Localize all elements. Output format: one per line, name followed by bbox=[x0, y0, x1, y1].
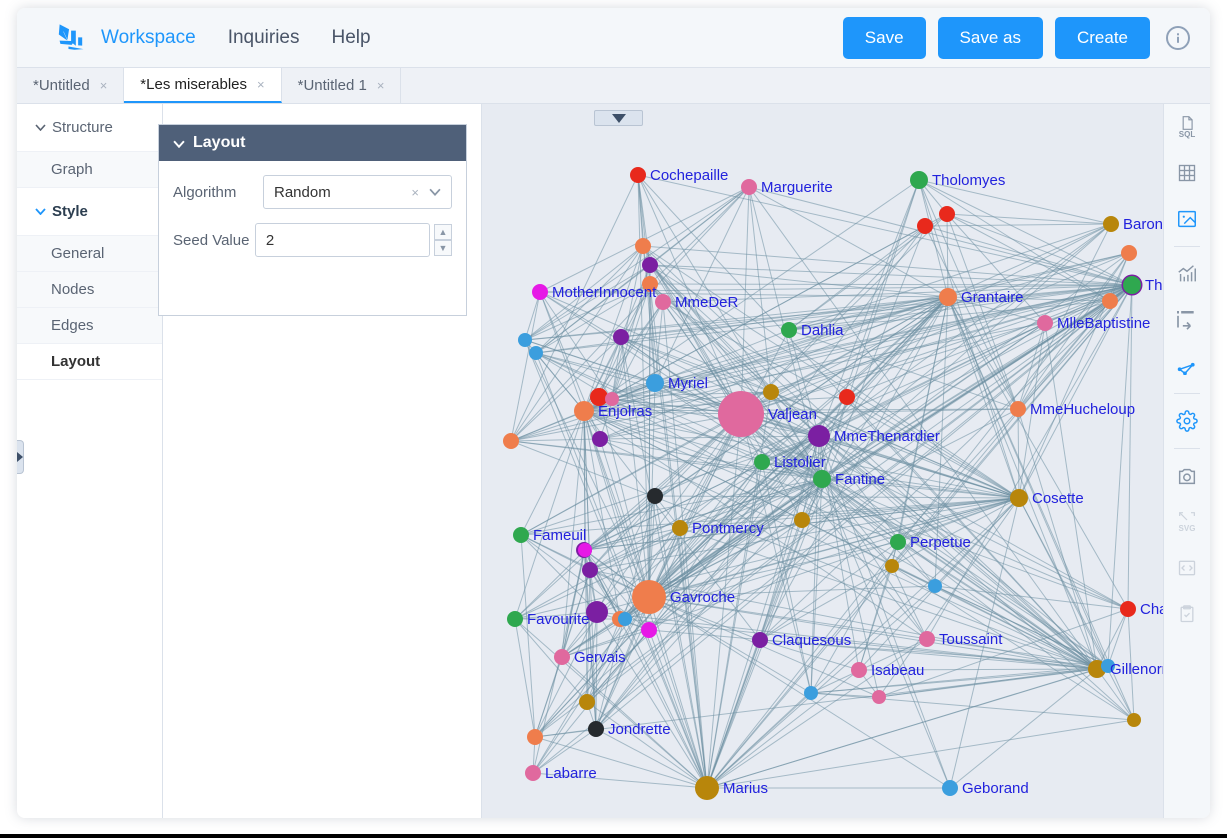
svg-text:Thenardier: Thenardier bbox=[1145, 277, 1163, 294]
svg-text:Jondrette: Jondrette bbox=[608, 721, 671, 738]
svg-text:Gillenormand: Gillenormand bbox=[1110, 661, 1163, 678]
svg-text:MmeDeR: MmeDeR bbox=[675, 294, 739, 311]
svg-text:Gervais: Gervais bbox=[574, 649, 626, 666]
svg-text:Valjean: Valjean bbox=[768, 406, 817, 423]
svg-text:MlleBaptistine: MlleBaptistine bbox=[1057, 315, 1150, 332]
svg-text:Pontmercy: Pontmercy bbox=[692, 520, 764, 537]
svg-text:Listolier: Listolier bbox=[774, 454, 826, 471]
svg-text:Toussaint: Toussaint bbox=[939, 631, 1003, 648]
svg-text:Fameuil: Fameuil bbox=[533, 527, 586, 544]
svg-text:MmeHucheloup: MmeHucheloup bbox=[1030, 401, 1135, 418]
svg-text:Marguerite: Marguerite bbox=[761, 179, 833, 196]
svg-text:Tholomyes: Tholomyes bbox=[932, 172, 1005, 189]
svg-text:Dahlia: Dahlia bbox=[801, 322, 844, 339]
svg-text:Fantine: Fantine bbox=[835, 471, 885, 488]
svg-text:MmeThenardier: MmeThenardier bbox=[834, 428, 940, 445]
svg-text:Favourite: Favourite bbox=[527, 611, 590, 628]
svg-text:Perpetue: Perpetue bbox=[910, 534, 971, 551]
svg-text:Labarre: Labarre bbox=[545, 765, 597, 782]
svg-text:Grantaire: Grantaire bbox=[961, 289, 1024, 306]
svg-text:Marius: Marius bbox=[723, 780, 768, 797]
svg-text:Geborand: Geborand bbox=[962, 780, 1029, 797]
svg-text:Claquesous: Claquesous bbox=[772, 632, 851, 649]
svg-text:Baronessdet: Baronessdet bbox=[1123, 216, 1163, 233]
svg-text:MotherInnocent: MotherInnocent bbox=[552, 284, 657, 301]
svg-text:Cochepaille: Cochepaille bbox=[650, 167, 728, 184]
svg-text:Isabeau: Isabeau bbox=[871, 662, 924, 679]
svg-text:Myriel: Myriel bbox=[668, 375, 708, 392]
svg-text:Gavroche: Gavroche bbox=[670, 589, 735, 606]
svg-text:Enjolras: Enjolras bbox=[598, 403, 652, 420]
svg-text:Cosette: Cosette bbox=[1032, 490, 1084, 507]
svg-text:Champmathieu: Champmathieu bbox=[1140, 601, 1163, 618]
